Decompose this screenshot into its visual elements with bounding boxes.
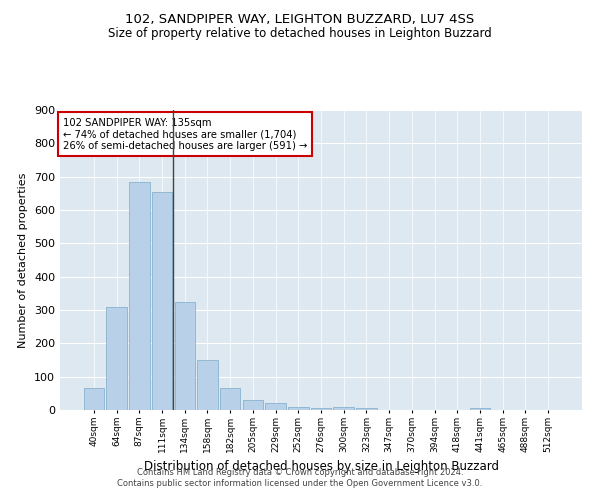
Bar: [334, 406, 354, 410]
Text: 102 SANDPIPER WAY: 135sqm
← 74% of detached houses are smaller (1,704)
26% of se: 102 SANDPIPER WAY: 135sqm ← 74% of detac…: [62, 118, 307, 150]
Bar: [470, 408, 490, 410]
Bar: [106, 306, 127, 410]
Bar: [288, 406, 308, 410]
Bar: [220, 388, 241, 410]
Text: 102, SANDPIPER WAY, LEIGHTON BUZZARD, LU7 4SS: 102, SANDPIPER WAY, LEIGHTON BUZZARD, LU…: [125, 12, 475, 26]
Y-axis label: Number of detached properties: Number of detached properties: [19, 172, 28, 348]
Bar: [175, 302, 195, 410]
Text: Contains HM Land Registry data © Crown copyright and database right 2024.
Contai: Contains HM Land Registry data © Crown c…: [118, 468, 482, 487]
X-axis label: Distribution of detached houses by size in Leighton Buzzard: Distribution of detached houses by size …: [143, 460, 499, 473]
Bar: [129, 182, 149, 410]
Bar: [152, 192, 172, 410]
Bar: [356, 408, 377, 410]
Bar: [84, 388, 104, 410]
Text: Size of property relative to detached houses in Leighton Buzzard: Size of property relative to detached ho…: [108, 28, 492, 40]
Bar: [265, 404, 286, 410]
Bar: [242, 400, 263, 410]
Bar: [197, 360, 218, 410]
Bar: [311, 408, 331, 410]
